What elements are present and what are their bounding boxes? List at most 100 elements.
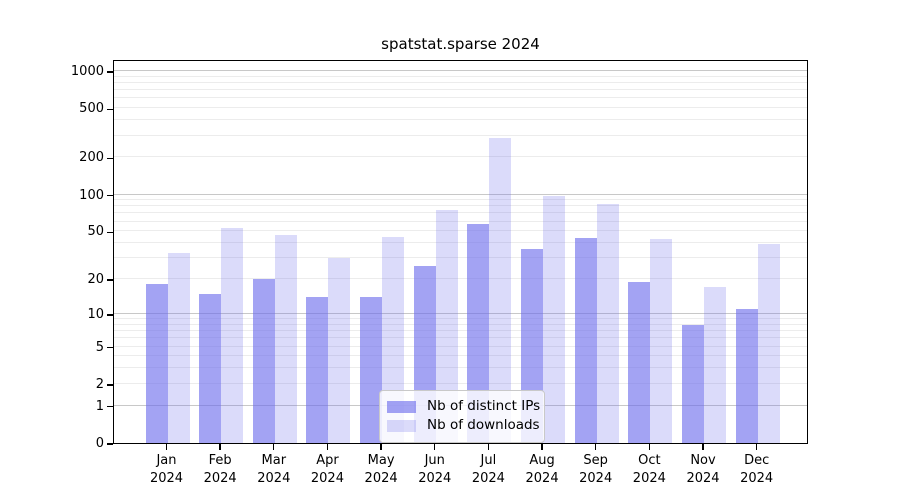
bar-distinct-ips-may [360, 297, 383, 443]
minor-gridline [114, 75, 807, 77]
x-tick-label-apr: Apr 2024 [310, 453, 344, 486]
bar-downloads-aug [543, 196, 566, 443]
bar-distinct-ips-oct [628, 281, 651, 443]
y-tick-mark [107, 443, 113, 445]
x-tick-label-jan: Jan 2024 [149, 453, 184, 486]
chart-title: spatstat.sparse 2024 [381, 35, 540, 53]
bar-downloads-mar [274, 234, 297, 443]
bar-downloads-apr [328, 258, 351, 443]
x-tick-label-feb: Feb 2024 [203, 453, 237, 486]
x-tick-label-oct: Oct 2024 [632, 453, 666, 486]
y-tick-mark [107, 279, 113, 281]
bar-distinct-ips-feb [199, 293, 222, 443]
y-tick-mark [107, 346, 113, 349]
minor-gridline [114, 134, 807, 136]
minor-gridline [114, 367, 807, 369]
x-tick-label-aug: Aug 2024 [525, 453, 559, 486]
y-tick-mark [107, 108, 113, 110]
x-tick-mark [648, 444, 651, 450]
x-tick-label-sep: Sep 2024 [579, 453, 613, 486]
y-tick-mark [107, 231, 113, 233]
y-tick-label: 5 [95, 339, 104, 355]
minor-gridline [114, 89, 807, 91]
major-gridline [114, 193, 807, 195]
minor-gridline [114, 318, 807, 320]
legend: Nb of distinct IPs Nb of downloads [379, 390, 545, 443]
x-tick-mark [595, 444, 597, 450]
major-gridline [114, 312, 807, 314]
minor-gridline [114, 278, 807, 280]
bar-downloads-feb [221, 228, 244, 443]
minor-gridline [114, 355, 807, 357]
x-tick-label-jul: Jul 2024 [471, 453, 505, 486]
x-tick-mark [380, 444, 382, 450]
x-tick-label-mar: Mar 2024 [257, 453, 291, 486]
y-tick-label: 500 [79, 101, 104, 117]
bar-distinct-ips-apr [306, 297, 329, 443]
y-tick-label: 0 [95, 436, 104, 451]
minor-gridline [114, 107, 807, 109]
y-tick-label: 20 [87, 272, 104, 288]
y-tick-label: 200 [79, 150, 104, 166]
minor-gridline [114, 330, 807, 332]
y-tick-label: 1 [95, 398, 104, 414]
minor-gridline [114, 119, 807, 121]
minor-gridline [114, 257, 807, 259]
y-tick-label: 10 [87, 306, 104, 322]
minor-gridline [114, 199, 807, 201]
bar-distinct-ips-jan [145, 284, 168, 443]
downloads-swatch [387, 419, 416, 432]
bar-distinct-ips-nov [682, 324, 704, 443]
minor-gridline [114, 242, 807, 244]
distinct-ips-swatch [387, 400, 416, 413]
x-tick-label-may: May 2024 [364, 453, 398, 486]
legend-entry-distinct-ips: Nb of distinct IPs [387, 397, 540, 416]
bar-downloads-jun [435, 209, 458, 443]
minor-gridline [114, 212, 807, 214]
x-tick-mark [541, 444, 543, 450]
bar-downloads-jul [489, 137, 512, 443]
major-gridline [114, 70, 807, 72]
minor-gridline [114, 156, 807, 158]
x-tick-mark [755, 444, 758, 450]
minor-gridline [114, 205, 807, 207]
minor-gridline [114, 82, 807, 84]
y-tick-label: 2 [95, 376, 104, 392]
minor-gridline [114, 382, 807, 384]
x-tick-mark [326, 444, 329, 450]
y-tick-mark [107, 384, 113, 386]
y-tick-label: 50 [87, 224, 104, 240]
legend-label-distinct-ips: Nb of distinct IPs [427, 398, 541, 414]
y-tick-mark [107, 71, 113, 73]
x-tick-label-jun: Jun 2024 [418, 453, 452, 486]
x-tick-mark [219, 444, 221, 450]
legend-entry-downloads: Nb of downloads [387, 416, 540, 435]
bar-downloads-sep [596, 204, 619, 443]
minor-gridline [114, 97, 807, 99]
bar-downloads-oct [650, 239, 673, 443]
bar-distinct-ips-sep [574, 238, 597, 443]
y-tick-label: 1000 [70, 64, 104, 79]
y-tick-mark [107, 157, 113, 160]
minor-gridline [114, 230, 807, 232]
minor-gridline [114, 220, 807, 222]
minor-gridline [114, 345, 807, 347]
bar-distinct-ips-dec [735, 309, 758, 443]
x-tick-label-dec: Dec 2024 [740, 453, 774, 486]
legend-label-downloads: Nb of downloads [427, 417, 540, 433]
x-tick-mark [273, 444, 275, 450]
bar-downloads-jan [167, 253, 190, 443]
bar-distinct-ips-mar [252, 279, 275, 443]
y-tick-mark [107, 314, 113, 316]
y-tick-mark [107, 405, 113, 408]
bar-downloads-nov [704, 287, 726, 443]
minor-gridline [114, 323, 807, 325]
x-tick-label-nov: Nov 2024 [686, 453, 720, 486]
x-tick-mark [702, 444, 704, 450]
y-tick-mark [107, 194, 113, 197]
bar-distinct-ips-jul [467, 224, 490, 443]
x-tick-mark [487, 444, 490, 450]
minor-gridline [114, 337, 807, 339]
bar-downloads-dec [757, 244, 780, 443]
